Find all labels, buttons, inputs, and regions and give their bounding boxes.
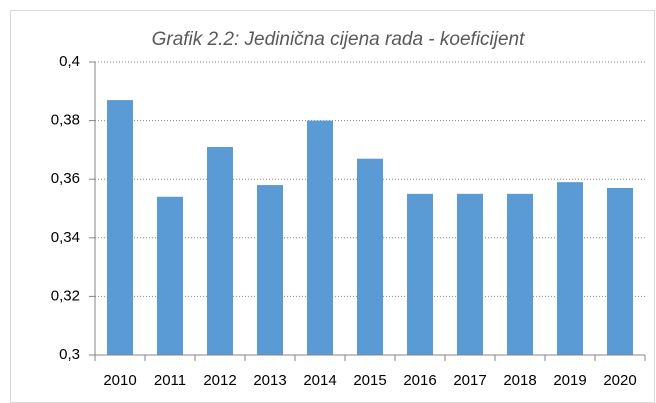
x-tick-label: 2020 xyxy=(603,372,636,389)
x-tick-label: 2012 xyxy=(203,372,236,389)
y-tick-label: 0,32 xyxy=(51,287,80,304)
y-tick-label: 0,36 xyxy=(51,170,80,187)
bar xyxy=(307,120,333,355)
bar xyxy=(357,158,383,355)
y-tick-label: 0,38 xyxy=(51,112,80,129)
bar xyxy=(207,146,233,355)
x-tick-label: 2014 xyxy=(303,372,336,389)
x-tick-label: 2019 xyxy=(553,372,586,389)
chart-title: Grafik 2.2: Jedinična cijena rada - koef… xyxy=(152,29,526,50)
x-tick-label: 2017 xyxy=(453,372,486,389)
bar xyxy=(557,182,583,355)
x-tick-label: 2015 xyxy=(353,372,386,389)
bar xyxy=(107,100,133,355)
x-tick-label: 2013 xyxy=(253,372,286,389)
x-tick-label: 2018 xyxy=(503,372,536,389)
y-tick-label: 0,34 xyxy=(51,229,80,246)
bar xyxy=(407,193,433,355)
x-tick-label: 2016 xyxy=(403,372,436,389)
bar xyxy=(607,187,633,355)
x-tick-label: 2010 xyxy=(103,372,136,389)
bar xyxy=(157,196,183,355)
y-tick-label: 0,4 xyxy=(59,53,80,70)
x-tick-label: 2011 xyxy=(154,372,186,389)
y-tick-label: 0,3 xyxy=(59,346,80,363)
bar xyxy=(257,185,283,355)
bar xyxy=(507,193,533,355)
bar xyxy=(457,193,483,355)
